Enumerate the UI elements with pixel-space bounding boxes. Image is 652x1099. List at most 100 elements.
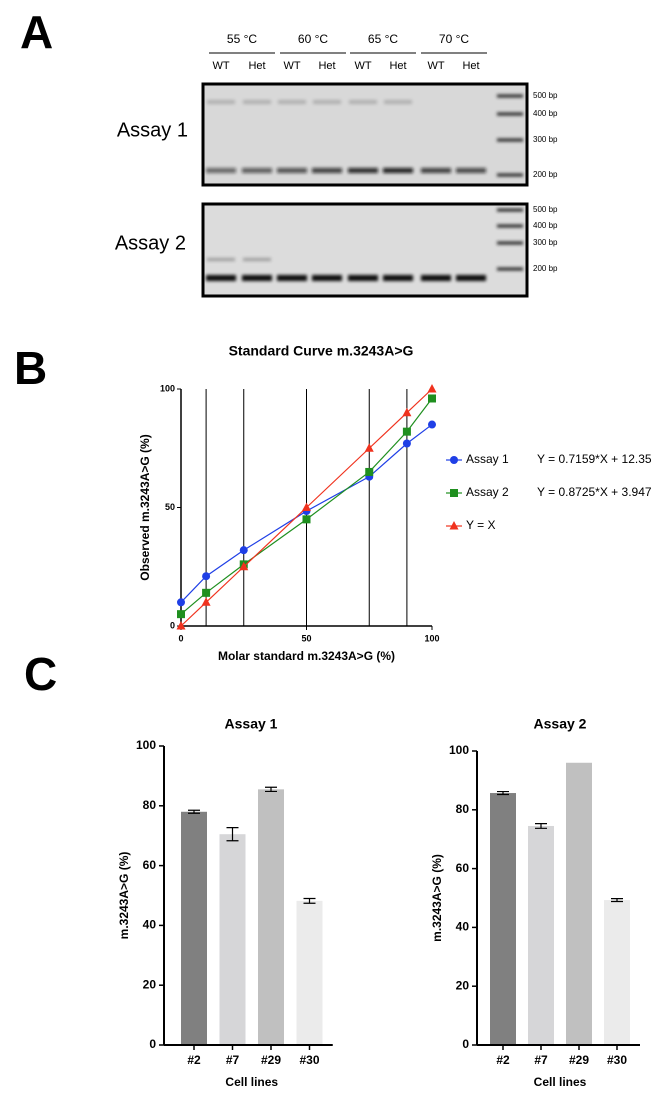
- temperature-label: 60 °C: [298, 32, 328, 46]
- legend-label: Assay 2: [466, 485, 509, 499]
- bar: [296, 900, 323, 1045]
- data-point: [177, 610, 185, 619]
- bar: [219, 834, 246, 1045]
- x-axis-label: Cell lines: [225, 1075, 278, 1089]
- temperature-label: 70 °C: [439, 32, 469, 46]
- assay-label: Assay 2: [115, 232, 186, 254]
- y-tick-label: 40: [456, 920, 470, 934]
- chart-title: Assay 1: [225, 716, 278, 732]
- gel-band: [312, 275, 342, 281]
- error-bar: [497, 790, 509, 796]
- data-point: [176, 621, 186, 630]
- lane-label: WT: [354, 60, 371, 72]
- y-tick-label: 100: [136, 738, 156, 752]
- gel-band: [383, 275, 413, 281]
- ladder-label: 400 bp: [533, 221, 558, 230]
- error-bar: [265, 786, 277, 793]
- error-bar: [611, 897, 623, 903]
- x-tick-label: 50: [301, 633, 311, 643]
- x-tick-label: #30: [299, 1053, 319, 1067]
- gel-band: [456, 168, 486, 173]
- assay-label: Assay 1: [117, 119, 188, 141]
- gel-band: [384, 100, 412, 104]
- chart-title: Assay 2: [534, 716, 587, 732]
- error-bar: [226, 827, 239, 842]
- y-axis-label: m.3243A>G (%): [430, 854, 444, 942]
- ladder-label: 300 bp: [533, 135, 558, 144]
- legend-marker: [449, 521, 459, 530]
- ladder-band: [497, 224, 523, 228]
- gel-band: [349, 100, 377, 104]
- y-axis-label: m.3243A>G (%): [117, 852, 131, 940]
- x-tick-label: #7: [226, 1053, 240, 1067]
- y-tick-label: 20: [456, 978, 470, 992]
- y-tick-label: 60: [143, 858, 157, 872]
- data-point: [202, 588, 211, 597]
- gel-band: [207, 258, 235, 261]
- data-point: [177, 598, 185, 607]
- data-point: [239, 561, 249, 571]
- gel-band: [421, 168, 451, 173]
- gel-band: [277, 168, 307, 173]
- legend-label: Y = X: [466, 518, 495, 532]
- data-point: [364, 443, 374, 452]
- gel-band: [278, 100, 306, 104]
- y-tick-label: 80: [143, 798, 157, 812]
- gel-band: [206, 168, 236, 173]
- ladder-band: [497, 94, 523, 98]
- gel-band: [312, 168, 342, 173]
- lane-label: WT: [283, 60, 300, 72]
- lane-label: Het: [389, 60, 406, 72]
- lane-label: Het: [462, 60, 479, 72]
- gel-band: [242, 168, 272, 173]
- y-tick-label: 20: [143, 977, 157, 991]
- bar: [258, 789, 284, 1045]
- bar: [566, 762, 592, 1045]
- data-point: [402, 427, 411, 436]
- panel-label: C: [24, 648, 57, 700]
- gel-image: [201, 202, 529, 298]
- data-point: [302, 502, 311, 511]
- gel-band: [348, 168, 378, 173]
- gel-band: [243, 258, 271, 261]
- lane-label: WT: [427, 60, 444, 72]
- y-tick-label: 60: [456, 861, 470, 875]
- legend-equation: Y = 0.8725*X + 3.947: [537, 485, 652, 499]
- data-point: [365, 467, 374, 476]
- x-tick-label: #30: [607, 1053, 627, 1067]
- y-tick-label: 0: [462, 1037, 469, 1051]
- data-point: [302, 515, 311, 524]
- legend-marker: [450, 489, 458, 497]
- data-point: [402, 439, 411, 448]
- ladder-label: 200 bp: [533, 170, 558, 179]
- data-point: [202, 572, 211, 581]
- x-tick-label: #2: [187, 1053, 201, 1067]
- temperature-label: 55 °C: [227, 32, 257, 46]
- data-point: [428, 420, 436, 429]
- legend-equation: Y = 0.7159*X + 12.35: [537, 452, 652, 466]
- x-tick-label: 0: [178, 633, 183, 643]
- error-bar: [303, 897, 316, 904]
- bar: [181, 811, 207, 1045]
- lane-label: WT: [212, 60, 229, 72]
- x-tick-label: #29: [569, 1053, 589, 1067]
- y-tick-label: 0: [170, 620, 175, 630]
- ladder-label: 300 bp: [533, 238, 558, 247]
- ladder-label: 500 bp: [533, 205, 558, 214]
- y-axis-label: Observed m.3243A>G (%): [138, 434, 152, 580]
- x-axis-label: Molar standard m.3243A>G (%): [218, 649, 395, 663]
- error-bar: [535, 823, 547, 829]
- x-tick-label: #7: [534, 1053, 548, 1067]
- y-tick-label: 100: [449, 743, 469, 757]
- gel-band: [421, 275, 451, 281]
- gel-band: [383, 168, 413, 173]
- y-tick-label: 50: [165, 502, 175, 512]
- ladder-band: [497, 138, 523, 142]
- lane-label: Het: [248, 60, 265, 72]
- gel-band: [348, 275, 378, 281]
- ladder-label: 500 bp: [533, 91, 558, 100]
- ladder-band: [497, 208, 523, 212]
- gel-band: [206, 275, 236, 281]
- temperature-label: 65 °C: [368, 32, 398, 46]
